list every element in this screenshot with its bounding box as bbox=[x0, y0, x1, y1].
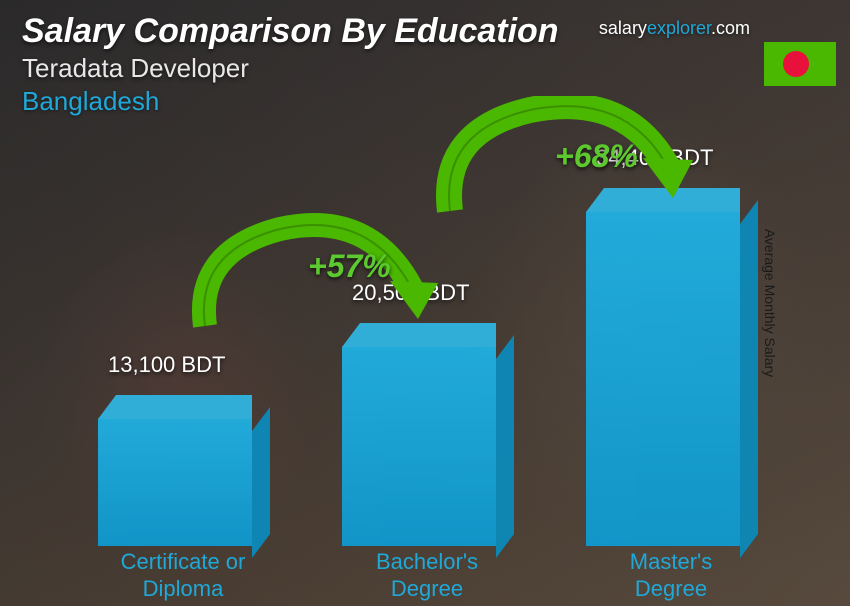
brand-label: salaryexplorer.com bbox=[599, 18, 750, 39]
bar-top-face bbox=[98, 395, 252, 419]
brand-accent: explorer bbox=[647, 18, 711, 38]
bar-side-face bbox=[740, 200, 758, 558]
bar-side-face bbox=[252, 407, 270, 558]
x-label-certificate: Certificate or Diploma bbox=[98, 549, 268, 602]
bar-certificate bbox=[98, 419, 252, 546]
x-label-masters: Master's Degree bbox=[586, 549, 756, 602]
pct-label: +68% bbox=[555, 138, 638, 175]
subtitle: Teradata Developer bbox=[22, 53, 559, 84]
x-label-bachelors: Bachelor's Degree bbox=[342, 549, 512, 602]
bar-masters bbox=[586, 212, 740, 546]
main-title: Salary Comparison By Education bbox=[22, 12, 559, 51]
bar-side-face bbox=[496, 335, 514, 558]
brand-prefix: salary bbox=[599, 18, 647, 38]
brand-suffix: .com bbox=[711, 18, 750, 38]
flag-icon bbox=[764, 42, 836, 86]
pct-label: +57% bbox=[308, 248, 391, 285]
bar-value-label: 13,100 BDT bbox=[108, 352, 225, 378]
chart-area: 13,100 BDT Certificate or Diploma 20,500… bbox=[60, 116, 780, 546]
bar-bachelors bbox=[342, 347, 496, 546]
